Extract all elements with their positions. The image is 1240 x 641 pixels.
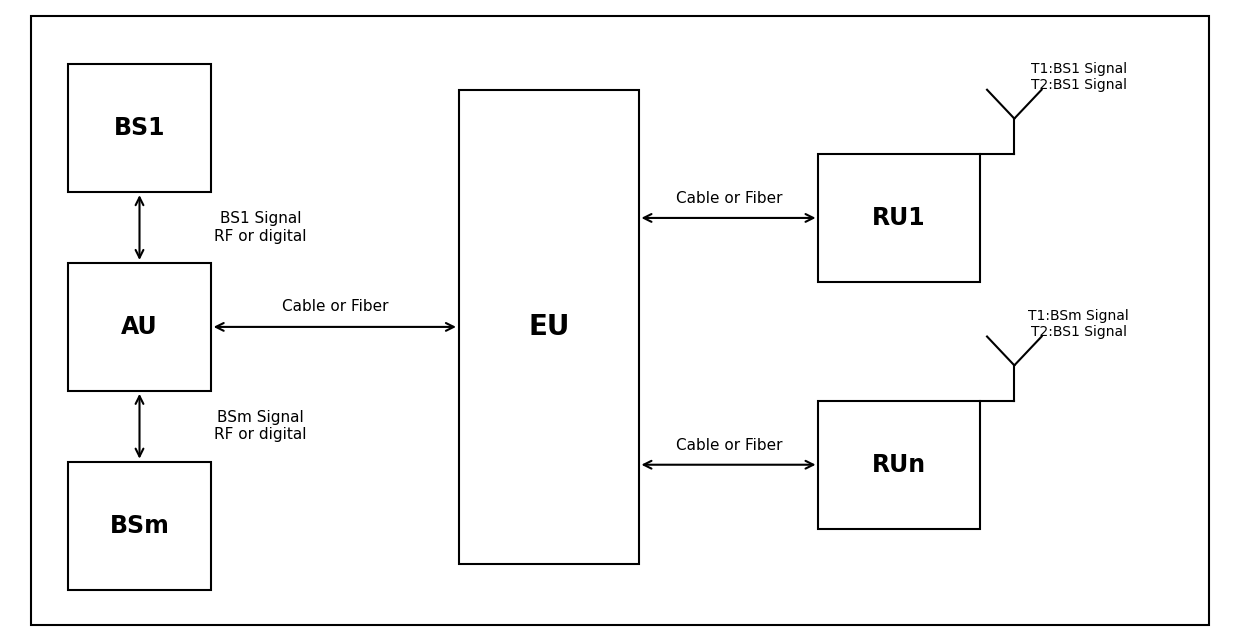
Text: Cable or Fiber: Cable or Fiber (676, 438, 782, 453)
Text: Cable or Fiber: Cable or Fiber (676, 192, 782, 206)
Text: BS1 Signal
RF or digital: BS1 Signal RF or digital (215, 212, 306, 244)
Text: T1:BS1 Signal
T2:BS1 Signal: T1:BS1 Signal T2:BS1 Signal (1030, 62, 1127, 92)
Text: EU: EU (528, 313, 569, 341)
Text: BSm Signal
RF or digital: BSm Signal RF or digital (215, 410, 306, 442)
Text: RUn: RUn (872, 453, 926, 477)
Bar (68, 64, 211, 192)
Text: T1:BSm Signal
T2:BS1 Signal: T1:BSm Signal T2:BS1 Signal (1028, 308, 1130, 339)
Text: BSm: BSm (109, 513, 170, 538)
Text: RU1: RU1 (872, 206, 926, 230)
Bar (68, 263, 211, 391)
Bar (818, 401, 980, 529)
Bar (68, 462, 211, 590)
Bar (459, 90, 639, 564)
Text: BS1: BS1 (114, 116, 165, 140)
Text: Cable or Fiber: Cable or Fiber (281, 299, 388, 314)
Text: AU: AU (122, 315, 157, 339)
Bar (818, 154, 980, 282)
